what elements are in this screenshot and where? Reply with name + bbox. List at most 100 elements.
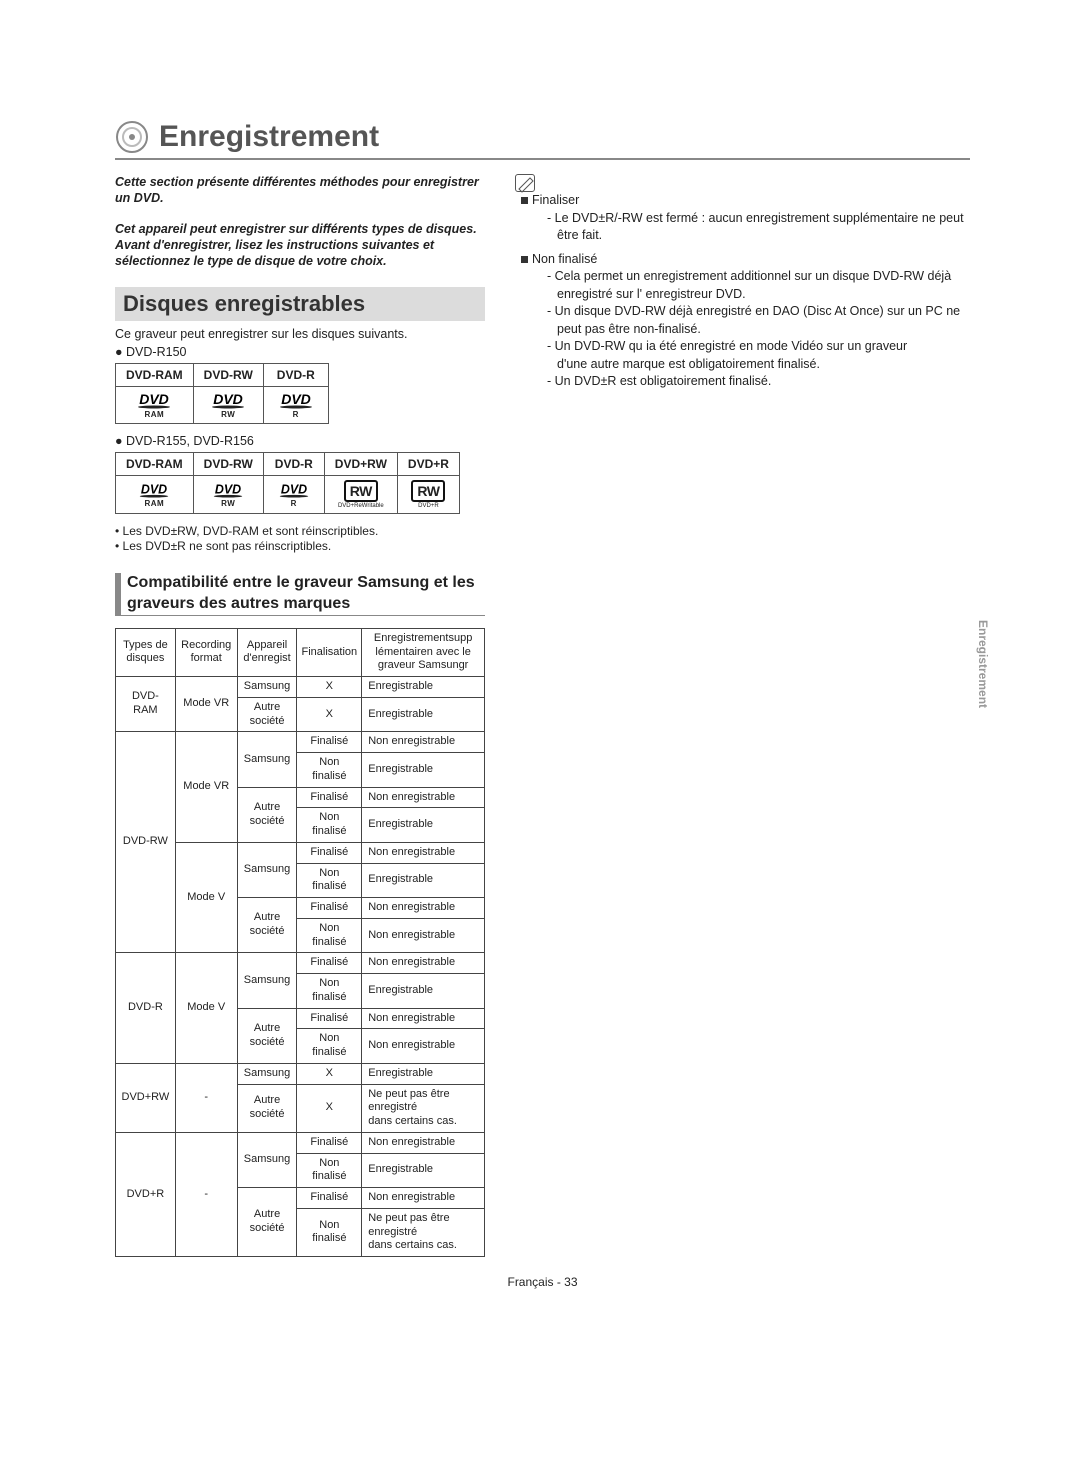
compat-cell: DVD+R [116,1132,176,1256]
side-tab: Enregistrement [976,620,990,708]
compat-cell: Non finalisé [297,1153,362,1188]
compat-cell: Non enregistrable [362,787,485,808]
compat-cell: Non enregistrable [362,1132,485,1153]
t2h3: DVD+RW [324,453,397,476]
compat-cell: Finalisé [297,787,362,808]
compat-cell: X [297,677,362,698]
compat-cell: Autre société [237,898,297,953]
section-compat: Compatibilité entre le graveur Samsung e… [115,573,485,616]
dvd-ram-logo2: DVD RAM [116,476,194,514]
dvd-plus-r-logo: RW DVD+R [397,476,459,514]
compat-col-1: Recording format [175,628,237,676]
intro-1: Cette section présente différentes métho… [115,174,485,207]
compat-cell: Non enregistrable [362,1008,485,1029]
compat-cell: Non finalisé [297,974,362,1009]
dvd-ram-logo: DVD RAM [116,387,194,424]
compat-cell: Non finalisé [297,1029,362,1064]
compat-cell: Autre société [237,787,297,842]
model1-label: DVD-R150 [115,345,485,359]
right-column: Finaliser - Le DVD±R/-RW est fermé : auc… [515,174,970,1257]
t1h0: DVD-RAM [116,364,194,387]
compat-cell: DVD-RW [116,732,176,953]
disc-icon [115,120,149,154]
page-title-row: Enregistrement [115,120,970,160]
compat-cell: Autre société [237,1084,297,1132]
compat-cell: Finalisé [297,953,362,974]
compat-cell: Finalisé [297,1188,362,1209]
compat-cell: - [175,1132,237,1256]
compat-cell: Enregistrable [362,697,485,732]
nf-2: - Un disque DVD-RW déjà enregistré en DA… [557,303,970,338]
compat-cell: Ne peut pas être enregistré dans certain… [362,1084,485,1132]
intro-2: Cet appareil peut enregistrer sur différ… [115,221,485,270]
compat-cell: Mode V [175,842,237,953]
compat-cell: X [297,1084,362,1132]
compat-cell: Enregistrable [362,974,485,1009]
compat-cell: Finalisé [297,898,362,919]
compat-cell: Finalisé [297,1008,362,1029]
compat-cell: - [175,1063,237,1132]
compat-cell: Non enregistrable [362,1029,485,1064]
t1h1: DVD-RW [193,364,263,387]
logo-table-2: DVD-RAM DVD-RW DVD-R DVD+RW DVD+R DVD RA… [115,452,460,514]
dvd-r-logo2: DVD R [263,476,324,514]
compat-cell: Mode VR [175,732,237,843]
recordable-desc: Ce graveur peut enregistrer sur les disq… [115,327,485,341]
compat-cell: Autre société [237,1188,297,1257]
finaliser-head: Finaliser [521,192,970,210]
compat-cell: Ne peut pas être enregistré dans certain… [362,1208,485,1256]
compat-cell: DVD+RW [116,1063,176,1132]
note-a: • Les DVD±RW, DVD-RAM et sont réinscript… [115,524,485,538]
compat-cell: Samsung [237,1132,297,1187]
compat-cell: Enregistrable [362,863,485,898]
svg-text:DVD: DVD [213,391,243,407]
section-recordable-discs: Disques enregistrables [115,287,485,321]
compat-cell: Finalisé [297,732,362,753]
compat-cell: Samsung [237,842,297,897]
page-footer: Français - 33 [115,1275,970,1289]
compat-cell: Autre société [237,697,297,732]
dvd-rw-logo2: DVD RW [193,476,263,514]
left-column: Cette section présente différentes métho… [115,174,485,1257]
t2h2: DVD-R [263,453,324,476]
compat-cell: Finalisé [297,842,362,863]
compat-cell: Non finalisé [297,863,362,898]
t1h2: DVD-R [263,364,328,387]
compat-cell: Non enregistrable [362,1188,485,1209]
nf-4: - Un DVD±R est obligatoirement finalisé. [557,373,970,391]
compat-cell: Mode V [175,953,237,1064]
compat-cell: Samsung [237,732,297,787]
svg-text:DVD: DVD [215,482,241,496]
compat-cell: Samsung [237,1063,297,1084]
finaliser-1: - Le DVD±R/-RW est fermé : aucun enregis… [557,210,970,245]
compat-cell: Non enregistrable [362,918,485,953]
compat-cell: Samsung [237,953,297,1008]
dvd-rw-logo: DVD RW [193,387,263,424]
compat-cell: Samsung [237,677,297,698]
compat-cell: Autre société [237,1008,297,1063]
compat-cell: Non finalisé [297,753,362,788]
svg-text:DVD: DVD [140,391,170,407]
nf-3: - Un DVD-RW qu ia été enregistré en mode… [557,338,970,373]
svg-text:DVD: DVD [141,482,167,496]
t2h1: DVD-RW [193,453,263,476]
nonfinalise-head: Non finalisé [521,251,970,269]
compat-cell: Non enregistrable [362,953,485,974]
svg-text:DVD: DVD [281,482,307,496]
compat-col-0: Types de disques [116,628,176,676]
compat-cell: X [297,697,362,732]
compat-col-4: Enregistrementsupp lémentairen avec le g… [362,628,485,676]
compat-col-2: Appareil d'enregist [237,628,297,676]
compat-cell: Mode VR [175,677,237,732]
dvd-plus-rw-logo: RW DVD+ReWritable [324,476,397,514]
compat-cell: DVD-R [116,953,176,1064]
compat-table: Types de disquesRecording formatAppareil… [115,628,485,1257]
t2h0: DVD-RAM [116,453,194,476]
model2-label: DVD-R155, DVD-R156 [115,434,485,448]
compat-cell: Non finalisé [297,808,362,843]
dvd-r-logo: DVD R [263,387,328,424]
compat-cell: Enregistrable [362,677,485,698]
nf-1: - Cela permet un enregistrement addition… [557,268,970,303]
compat-cell: Enregistrable [362,1153,485,1188]
compat-cell: Finalisé [297,1132,362,1153]
